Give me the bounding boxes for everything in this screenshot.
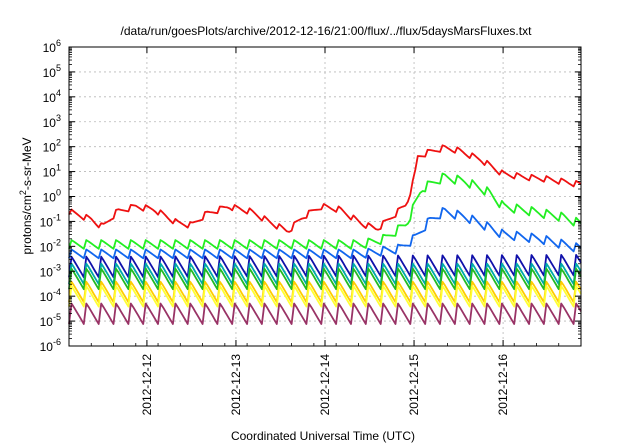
x-tick-label: 2012-12-13 xyxy=(229,354,243,416)
series-line xyxy=(68,172,582,250)
y-tick-label: 103 xyxy=(43,113,61,130)
series-line xyxy=(68,254,582,279)
y-tick-label: 10-1 xyxy=(40,212,61,229)
y-tick-label: 105 xyxy=(43,63,61,80)
y-tick-label: 102 xyxy=(43,138,61,155)
x-tick-label: 2012-12-12 xyxy=(140,354,154,416)
y-tick-label: 10-4 xyxy=(40,287,61,304)
series-line xyxy=(68,144,582,233)
x-tick-label: 2012-12-15 xyxy=(407,354,421,416)
y-tick-label: 10-3 xyxy=(40,262,61,279)
y-tick-label: 106 xyxy=(43,38,61,55)
y-tick-label: 101 xyxy=(43,163,61,180)
x-tick-label: 2012-12-16 xyxy=(496,354,510,416)
series-line xyxy=(68,207,582,260)
y-tick-label: 100 xyxy=(43,188,61,205)
series-line xyxy=(68,262,582,285)
series-line xyxy=(68,267,582,291)
series-line xyxy=(68,285,582,308)
grid xyxy=(69,47,581,346)
x-axis: 2012-12-12 2012-12-13 2012-12-14 2012-12-15… xyxy=(68,47,582,416)
y-tick-label: 10-2 xyxy=(40,237,61,254)
series-line xyxy=(68,280,582,304)
chart-title: /data/run/goesPlots/archive/2012-12-16/2… xyxy=(121,24,533,38)
series-layer xyxy=(68,144,582,325)
series-line xyxy=(68,302,582,325)
y-axis-label: protons/cm2-s-sr-MeV xyxy=(18,137,34,254)
x-axis-label: Coordinated Universal Time (UTC) xyxy=(231,429,415,443)
y-axis: 10-6 10-5 10-4 10-3 10-2 10-1 100 101 102 103 104 1… xyxy=(40,38,581,354)
y-tick-label: 104 xyxy=(43,88,61,105)
x-tick-label: 2012-12-14 xyxy=(318,354,332,416)
y-tick-label: 10-6 xyxy=(40,337,61,354)
y-tick-label: 10-5 xyxy=(40,312,61,329)
